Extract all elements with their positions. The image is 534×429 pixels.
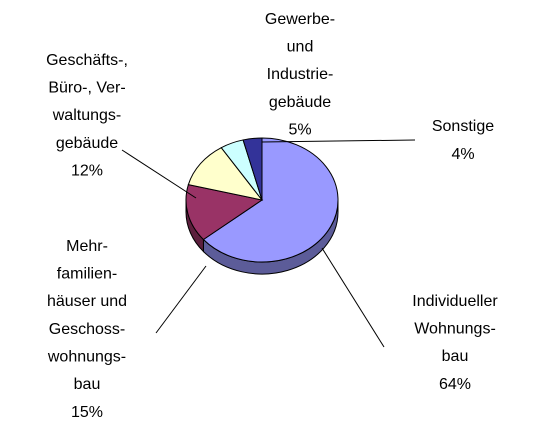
slice-label: Individueller Wohnungs-bau [412,293,498,365]
leader-line [121,149,197,199]
leader-lines [121,139,416,348]
pie-slice [185,183,264,241]
leader-line [261,139,416,143]
slice-label: Mehr-familien-häuser und Geschoss-wohnung… [47,238,127,393]
value-label: 15% [71,404,103,421]
slice-label: Sonstige [432,118,494,135]
value-label: 12% [71,163,103,180]
leader-line [155,265,207,334]
pie-slices [185,137,339,263]
value-label: 64% [439,376,471,393]
labels: Individueller Wohnungs-bau 64% Mehr-familie… [46,11,498,421]
slice-label: Gewerbe-und Industrie-gebäude [265,11,335,111]
leader-line [321,247,385,348]
pie-slice [242,137,263,201]
pie-slice [202,137,339,263]
value-label: 5% [288,122,311,139]
value-label: 4% [451,146,474,163]
slice-label: Geschäfts-, Büro-, Ver-waltungs-gebäude [46,52,128,152]
